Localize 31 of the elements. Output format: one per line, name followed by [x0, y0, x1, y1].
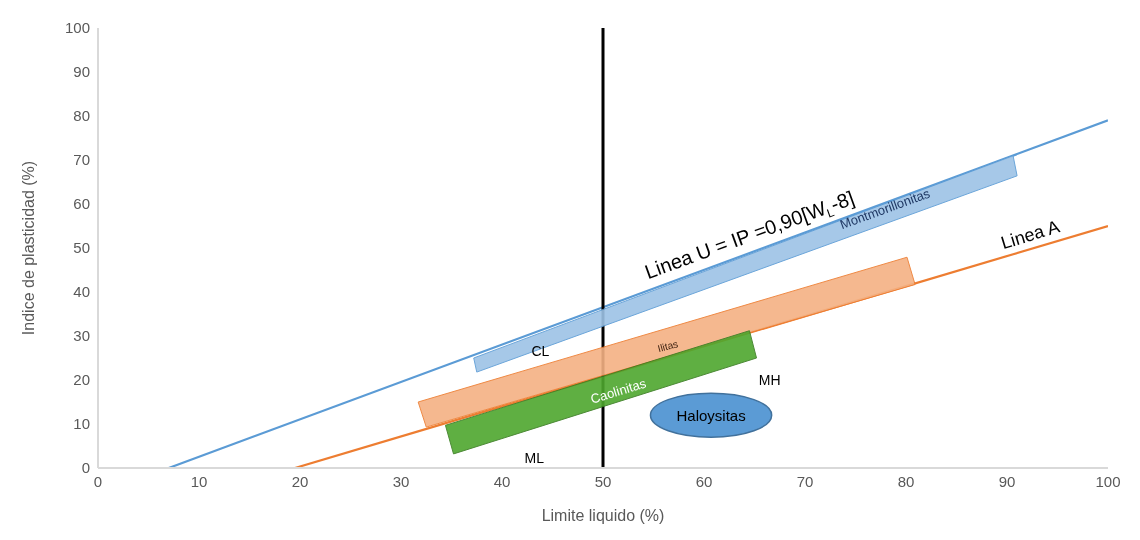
x-axis-title: Limite liquido (%)	[541, 507, 665, 524]
annotation: Caolinitas	[588, 374, 649, 407]
x-tick-label: 70	[796, 472, 814, 490]
y-tick-label: 20	[73, 371, 90, 389]
annotation: Ilitas	[656, 337, 679, 354]
x-tick-label: 20	[291, 472, 309, 490]
x-tick-label: 90	[998, 472, 1016, 490]
x-tick-label: 50	[594, 472, 612, 490]
y-tick-label: 40	[73, 283, 90, 301]
x-tick-label: 40	[493, 472, 511, 490]
y-tick-label: 100	[64, 19, 90, 37]
x-tick-label: 30	[392, 472, 410, 490]
y-tick-label: 0	[81, 459, 90, 477]
annotation: ML	[524, 449, 545, 466]
x-tick-label: 0	[93, 472, 103, 490]
x-tick-label: 100	[1095, 472, 1121, 490]
y-tick-label: 30	[73, 327, 90, 345]
y-tick-label: 90	[73, 63, 90, 81]
y-tick-label: 10	[73, 415, 90, 433]
x-tick-label: 10	[190, 472, 208, 490]
y-tick-label: 70	[73, 151, 90, 169]
y-tick-label: 50	[73, 239, 90, 257]
x-tick-label: 60	[695, 472, 713, 490]
y-axis-title: Indice de plasticidad (%)	[19, 160, 37, 336]
y-tick-label: 60	[73, 195, 90, 213]
annotation: MH	[758, 372, 781, 389]
annotation: Linea A	[998, 216, 1062, 254]
annotation: CL	[531, 342, 550, 359]
y-tick-label: 80	[73, 107, 90, 125]
annotation: Haloysitas	[676, 406, 746, 424]
x-tick-label: 80	[897, 472, 915, 490]
